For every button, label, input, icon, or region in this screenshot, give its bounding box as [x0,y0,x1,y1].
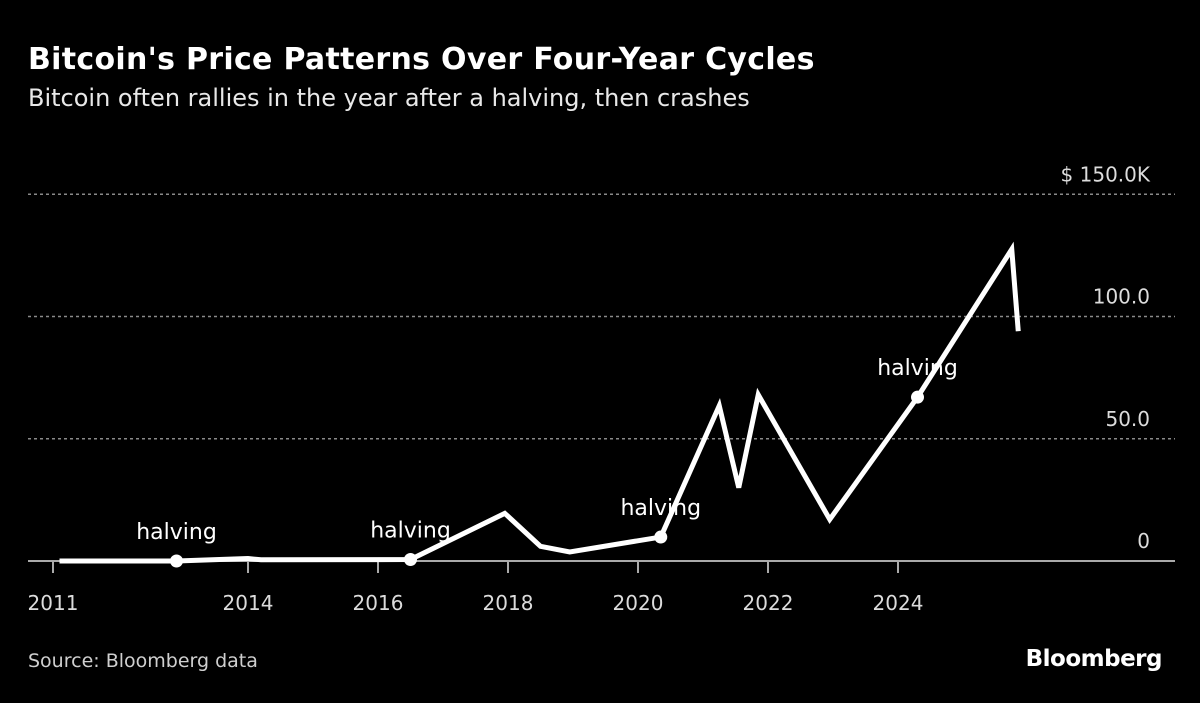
y-tick-label: 0 [1137,529,1150,553]
x-tick-label: 2024 [873,591,924,615]
chart-subtitle: Bitcoin often rallies in the year after … [28,84,750,112]
x-tick-label: 2016 [353,591,404,615]
x-tick-label: 2022 [743,591,794,615]
source-note: Source: Bloomberg data [28,650,258,672]
chart-title: Bitcoin's Price Patterns Over Four-Year … [28,42,815,77]
x-tick-label: 2014 [223,591,274,615]
x-tick-label: 2018 [483,591,534,615]
halving-label: halving [370,519,451,544]
halving-marker [170,554,183,568]
y-tick-label: 100.0 [1093,285,1150,309]
halving-label: halving [136,520,217,545]
halving-label: halving [877,356,958,381]
price-line [59,241,1021,564]
x-tick-label: 2011 [28,591,79,615]
halving-marker [404,553,417,567]
bloomberg-logo: Bloomberg [1025,646,1163,672]
x-tick-label: 2020 [613,591,664,615]
halving-marker [654,530,668,544]
halving-label: halving [620,496,701,521]
y-tick-label: $ 150.0K [1061,162,1151,186]
halving-marker [911,390,924,404]
y-tick-label: 50.0 [1105,407,1150,431]
